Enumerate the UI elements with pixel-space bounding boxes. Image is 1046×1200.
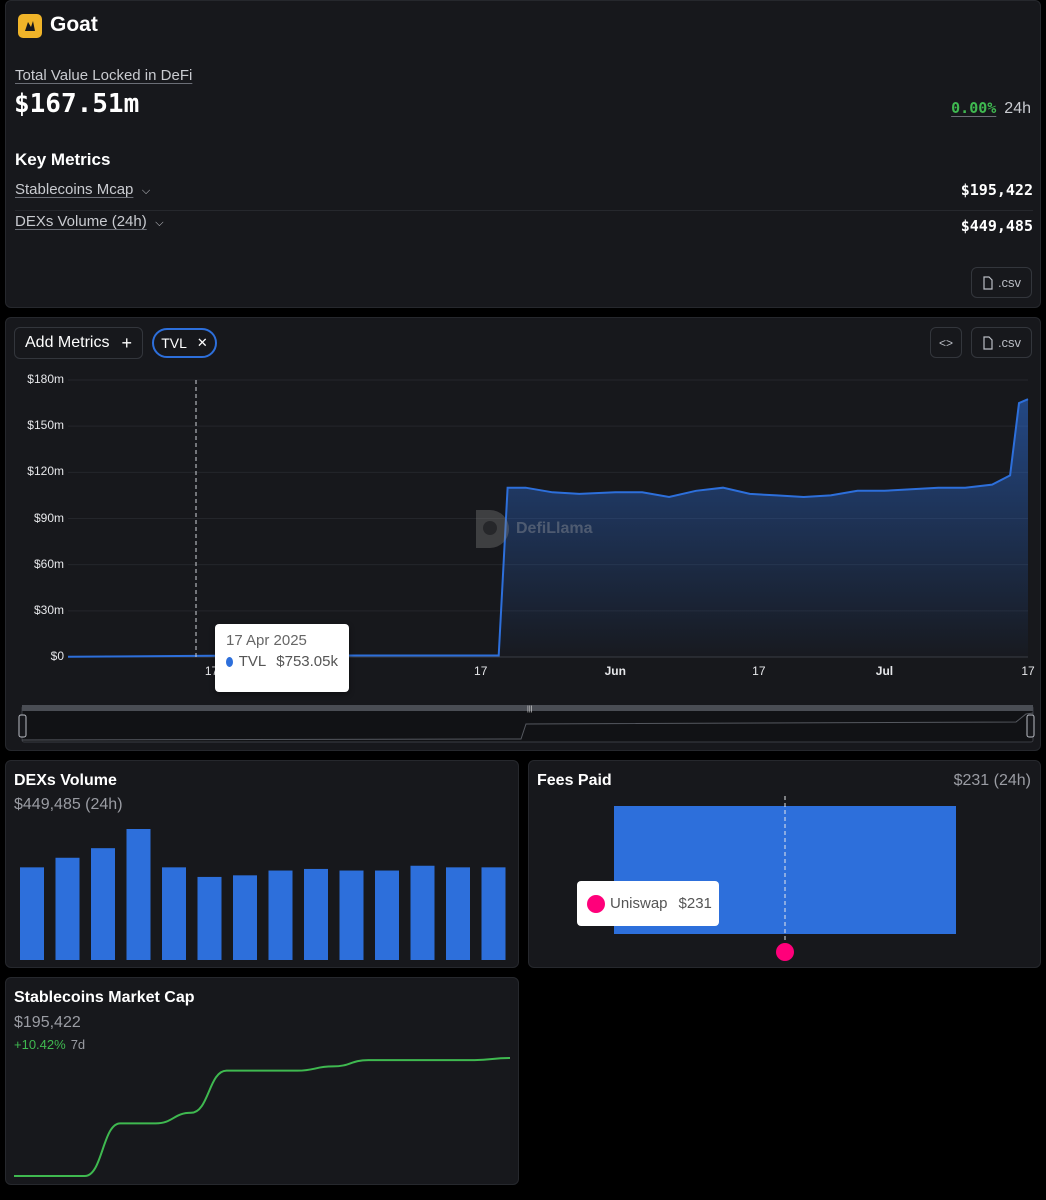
chain-logo (18, 14, 42, 38)
dex-volume-bar-chart[interactable] (6, 761, 520, 969)
zoom-handle-left[interactable] (18, 714, 27, 738)
x-tick-label: 17 (1021, 664, 1035, 678)
y-tick-label: $150m (27, 418, 64, 433)
dex-volume-card: DEXs Volume $449,485 (24h) (5, 760, 519, 968)
overview-card: Goat Total Value Locked in DeFi $167.51m… (5, 0, 1041, 308)
file-icon (983, 335, 993, 350)
tvl-line (67, 398, 1029, 658)
volume-bar[interactable] (233, 875, 257, 960)
volume-bar[interactable] (446, 867, 470, 960)
stablecoins-line-chart[interactable] (6, 978, 520, 1186)
x-tick-label: 17 (204, 664, 219, 678)
card-title: Fees Paid (537, 772, 612, 789)
chart-tooltip: 17 Apr 2025 TVL $753.05k (215, 624, 349, 692)
tvl-change: 0.00% (951, 99, 997, 117)
volume-bar[interactable] (197, 876, 222, 960)
volume-bar[interactable] (481, 867, 506, 960)
card-subtitle: $231 (24h) (953, 772, 1031, 789)
volume-bar[interactable] (268, 870, 293, 960)
y-tick-label: $30m (33, 602, 64, 617)
tvl-chart-card: Add Metrics + TVL ✕ <> .csv $0 $30m $60m $9… (5, 317, 1041, 751)
add-metrics-button[interactable]: Add Metrics + (14, 327, 143, 359)
y-tick-label: $0 (50, 649, 64, 663)
change-period: 7d (70, 1037, 86, 1052)
chain-name: Goat (50, 13, 98, 36)
zoom-slider-preview (21, 712, 1034, 741)
fees-bar-chart[interactable] (529, 761, 1042, 969)
stablecoins-card: Stablecoins Market Cap $195,422 +10.42% … (5, 977, 519, 1185)
fees-paid-card: Fees Paid $231 (24h) Uniswap $231 (528, 760, 1041, 968)
metric-label[interactable]: DEXs Volume (24h) (15, 213, 147, 230)
volume-bar[interactable] (126, 829, 151, 960)
plus-icon: + (121, 332, 132, 353)
volume-bar[interactable] (162, 867, 186, 960)
chevron-down-icon[interactable]: ⌵ (141, 185, 151, 197)
card-subtitle: $195,422 (14, 1014, 81, 1031)
watermark: DefiLlama (472, 508, 592, 550)
card-subtitle: $449,485 (24h) (14, 796, 123, 813)
csv-download-button[interactable]: .csv (971, 267, 1032, 298)
fees-tooltip: Uniswap $231 (577, 881, 719, 926)
svg-text:|||: ||| (527, 706, 533, 713)
card-title: DEXs Volume (14, 772, 117, 789)
y-tick-label: $60m (33, 556, 64, 571)
metric-row[interactable]: DEXs Volume (24h) ⌵ $449,485 (15, 213, 1033, 241)
zoom-handle-right[interactable] (1026, 714, 1035, 738)
y-tick-label: $120m (27, 464, 64, 479)
x-tick-label: Jun (604, 664, 626, 678)
metric-row[interactable]: Stablecoins Mcap ⌵ $195,422 (15, 181, 1033, 211)
uniswap-icon (587, 894, 605, 913)
close-icon[interactable]: ✕ (196, 335, 208, 350)
key-metrics-title: Key Metrics (15, 150, 111, 169)
stablecoin-line (13, 1057, 511, 1177)
tvl-chip[interactable]: TVL ✕ (152, 328, 217, 358)
volume-bar[interactable] (410, 865, 435, 960)
tvl-change-period: 24h (1004, 100, 1031, 117)
tvl-area-chart[interactable]: ||| (6, 318, 1042, 752)
change-value: +10.42% (14, 1037, 66, 1052)
volume-bar[interactable] (375, 870, 399, 960)
uniswap-icon[interactable] (776, 943, 794, 961)
volume-bar[interactable] (91, 848, 115, 960)
csv-download-button[interactable]: .csv (971, 327, 1032, 358)
card-title: Stablecoins Market Cap (14, 989, 195, 1006)
tooltip-series: TVL (238, 653, 267, 670)
metric-value: $449,485 (960, 217, 1033, 235)
tooltip-date: 17 Apr 2025 (226, 632, 307, 649)
volume-bar[interactable] (20, 867, 44, 960)
code-icon: <> (938, 335, 953, 350)
metric-label[interactable]: Stablecoins Mcap (15, 181, 134, 198)
chevron-down-icon[interactable]: ⌵ (155, 217, 164, 229)
volume-bar[interactable] (55, 857, 80, 960)
embed-button[interactable]: <> (930, 327, 962, 358)
x-tick-label: Jul (875, 664, 894, 678)
x-tick-label: 17 (474, 664, 488, 678)
x-tick-label: 17 (752, 664, 766, 678)
tooltip-value: $753.05k (276, 653, 338, 670)
y-tick-label: $180m (27, 372, 64, 386)
volume-bar[interactable] (339, 870, 364, 960)
tvl-area (68, 399, 1028, 657)
y-tick-label: $90m (33, 510, 64, 525)
series-dot-icon (226, 656, 233, 667)
metric-value: $195,422 (960, 181, 1033, 199)
tvl-value: $167.51m (14, 89, 140, 119)
volume-bar[interactable] (304, 868, 328, 960)
tvl-label[interactable]: Total Value Locked in DeFi (15, 67, 193, 84)
file-icon (983, 275, 993, 290)
